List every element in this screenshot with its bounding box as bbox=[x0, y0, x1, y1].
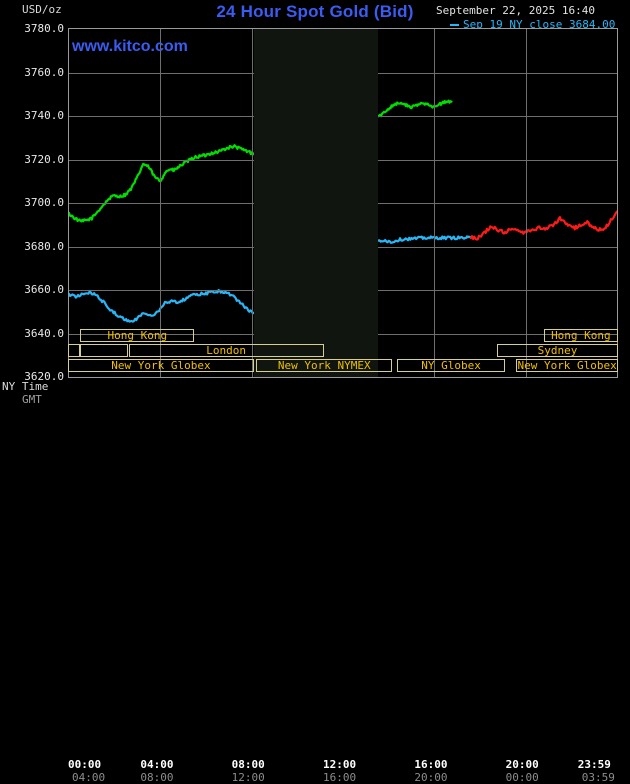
shaded-session-band bbox=[253, 29, 379, 377]
plot-area bbox=[68, 28, 618, 378]
y-axis-tick-label: 3700.0 bbox=[24, 196, 64, 209]
series-line-sep-21-sunday bbox=[469, 210, 617, 241]
page-title: 24 Hour Spot Gold (Bid) bbox=[216, 2, 414, 21]
y-axis-tick-label: 3640.0 bbox=[24, 326, 64, 340]
y-axis-tick-label: 3720.0 bbox=[24, 152, 64, 166]
x-axis-tick-gmt: 16:00 bbox=[323, 771, 357, 784]
legend-label: Sep 19 NY close 3684.00 bbox=[463, 18, 616, 31]
ny-time-axis-label: NY Time bbox=[2, 380, 49, 393]
x-axis-tick-gmt: 03:59 bbox=[581, 771, 615, 784]
session-bar-segment bbox=[80, 344, 129, 357]
session-bar-new-york-globex: New York Globex bbox=[516, 359, 618, 372]
x-axis-tick-gmt: 04:00 bbox=[72, 771, 106, 784]
x-axis-tick-gmt: 00:00 bbox=[505, 771, 539, 784]
session-bar-hong-kong: Hong Kong bbox=[80, 329, 195, 342]
legend-dash-icon bbox=[450, 23, 459, 26]
y-axis-tick-label: 3780.0 bbox=[24, 22, 64, 35]
kitco-watermark: www.kitco.com bbox=[72, 38, 188, 55]
x-axis-tick-gmt: 08:00 bbox=[140, 771, 174, 784]
x-axis-tick-ny: 04:00 bbox=[140, 758, 174, 771]
x-axis-tick-gmt: 20:00 bbox=[414, 771, 448, 784]
x-axis-tick-ny: 16:00 bbox=[414, 758, 448, 771]
plot-inner bbox=[69, 29, 617, 377]
y-axis-tick-label: 3660.0 bbox=[24, 283, 64, 296]
session-bar-london: London bbox=[128, 344, 324, 357]
y-axis: 3780.0 3760.0 3740.0 3720.0 3700.0 3680.0 3660… bbox=[0, 0, 64, 410]
session-bar-hong-kong: Hong Kong bbox=[543, 329, 618, 342]
session-bar-ny-globex: NY Globex bbox=[396, 359, 506, 372]
session-bars: Hong Kong London New York Globex New York N… bbox=[68, 329, 618, 375]
session-bar-new-york-globex: New York Globex bbox=[68, 359, 254, 372]
y-axis-unit-label: USD/oz bbox=[22, 3, 62, 16]
session-bar-segment bbox=[68, 344, 81, 357]
x-axis-tick-ny: 00:00 bbox=[68, 758, 102, 771]
x-axis: 00:00 04:00 04:00 08:00 08:00 12:00 12:00 16:00… bbox=[0, 378, 630, 784]
y-axis-tick-label: 3680.0 bbox=[24, 239, 64, 253]
session-bar-sydney: Sydney bbox=[497, 344, 618, 357]
session-bar-new-york-nymex: New York NYMEX bbox=[256, 359, 393, 372]
y-axis-tick-label: 3740.0 bbox=[24, 109, 64, 122]
x-axis-tick-ny: 23:59 bbox=[577, 758, 611, 771]
y-axis-tick-label: 3760.0 bbox=[24, 65, 64, 79]
x-axis-tick-ny: 20:00 bbox=[505, 758, 539, 771]
y-axis-tick-label: 3620.0 bbox=[24, 370, 64, 383]
legend-item-prev-close: Sep 19 NY close 3684.00 bbox=[448, 18, 624, 31]
gmt-axis-label: GMT bbox=[22, 393, 42, 406]
x-axis-tick-gmt: 12:00 bbox=[231, 771, 265, 784]
x-axis-tick-ny: 08:00 bbox=[231, 758, 265, 771]
x-axis-tick-ny: 12:00 bbox=[323, 758, 357, 771]
legend-datetime: September 22, 2025 16:40 bbox=[436, 4, 595, 17]
